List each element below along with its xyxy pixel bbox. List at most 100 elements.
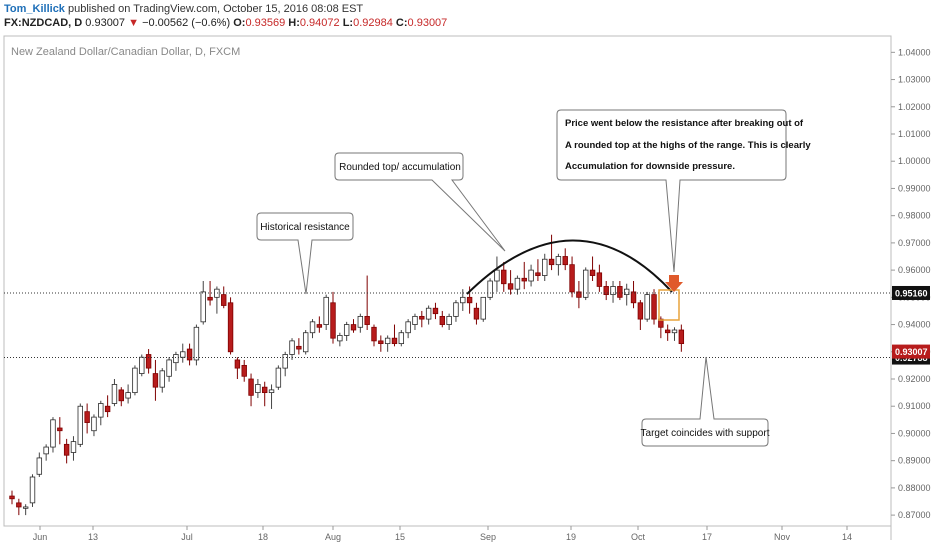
low-label: L: [342,17,354,29]
x-tick-label: 18 [258,532,268,542]
candle-body [446,315,452,325]
candles-group [9,234,685,516]
candle-body [501,269,507,285]
candle-body [241,364,247,377]
x-tick-label: Aug [325,532,341,542]
candle-body [70,441,77,453]
candle-body [36,457,43,475]
rounded-top-callout[interactable] [334,152,506,252]
candle-body [412,315,418,325]
candle-body [207,296,213,301]
candle-body [234,359,241,369]
candle-body [350,324,357,331]
open-label: O: [233,17,246,29]
candle-body [583,269,589,298]
candle-body [460,296,466,304]
target-text: Target coincides with support [641,428,770,439]
candle-body [186,348,193,361]
down-arrow-marker-icon [665,275,683,292]
candle-body [118,389,124,402]
candle-body [282,354,288,369]
candle-body [562,256,568,266]
y-tick-label: 1.02000 [898,102,931,112]
candle-body [521,277,527,282]
candle-body [542,258,548,276]
candle-body [487,280,493,298]
price-break-text-3: Accumulation for downside pressure. [565,161,735,172]
price-axis[interactable]: 1.04000 1.03000 1.02000 1.01000 1.00000 0.990… [891,47,931,520]
close-value: 0.93007 [407,17,448,29]
candle-body [494,269,500,282]
historical-resistance-text: Historical resistance [260,222,350,233]
candle-body [637,302,644,320]
change-value: −0.00562 (−0.6%) [142,17,231,29]
candle-body [617,286,623,298]
candle-body [193,326,200,361]
candle-body [132,367,138,394]
ohlc-line: FX:NZDCAD, D 0.93007 ▼ −0.00562 (−0.6%) … [4,17,447,29]
y-tick-label: 0.96000 [898,265,931,275]
high-label: H: [288,17,300,29]
candle-body [384,337,391,345]
candle-body [405,321,411,334]
candle-body [43,446,49,455]
candle-body [302,332,309,353]
candle-body [555,256,562,266]
candle-body [343,324,350,336]
candle-body [166,359,172,377]
candle-body [111,384,118,404]
candle-body [16,502,22,508]
candle-body [180,351,186,358]
candle-body [221,294,227,306]
candle-body [125,392,131,399]
candle-body [262,386,268,394]
author-link[interactable]: Tom_Killick [4,3,65,15]
low-value: 0.92984 [353,17,393,29]
candle-body [664,329,671,334]
y-tick-label: 1.00000 [898,156,931,166]
x-tick-label: 19 [566,532,576,542]
breakout-box [658,289,680,321]
candle-body [214,288,220,298]
candle-body [104,405,111,413]
target-callout[interactable] [641,356,769,447]
price-break-text-2: A rounded top at the highs of the range.… [565,140,811,151]
candle-body [371,326,377,342]
candle-body [84,411,90,423]
candle-body [357,315,364,328]
publish-info: Tom_Killick published on TradingView.com… [4,3,363,15]
candle-body [439,315,445,325]
symbol-label: FX:NZDCAD, D [4,17,83,29]
candle-body [473,307,480,320]
candle-body [248,378,254,396]
chart-title: New Zealand Dollar/Canadian Dollar, D, F… [11,46,240,58]
historical-resistance-callout[interactable] [256,212,354,295]
candle-body [29,476,36,504]
x-tick-label: Nov [774,532,791,542]
x-tick-label: 15 [395,532,405,542]
time-axis[interactable]: Jun 13 Jul 18 Aug 15 Sep 19 Oct 17 Nov 14 [4,525,891,542]
x-tick-label: Jul [181,532,193,542]
y-tick-label: 1.01000 [898,129,931,139]
candle-body [173,354,179,364]
price-break-text-1: Price went below the resistance after br… [565,118,804,129]
y-tick-label: 0.91000 [898,401,931,411]
candle-body [9,495,15,500]
candle-body [309,321,316,334]
candle-body [398,332,405,345]
y-tick-label: 1.03000 [898,75,931,85]
y-tick-label: 0.99000 [898,183,931,193]
candle-body [139,356,145,374]
candle-body [507,283,514,290]
last-price-label-bg [892,344,930,359]
candle-body [200,291,206,323]
candle-body [296,345,302,350]
candle-body [514,277,521,290]
level-label: 0.95160 [895,288,928,298]
candle-body [152,373,159,388]
y-tick-label: 0.94000 [898,320,931,330]
last-price-label: 0.93007 [895,347,928,357]
price-break-callout[interactable] [556,109,787,273]
candle-body [91,416,97,432]
